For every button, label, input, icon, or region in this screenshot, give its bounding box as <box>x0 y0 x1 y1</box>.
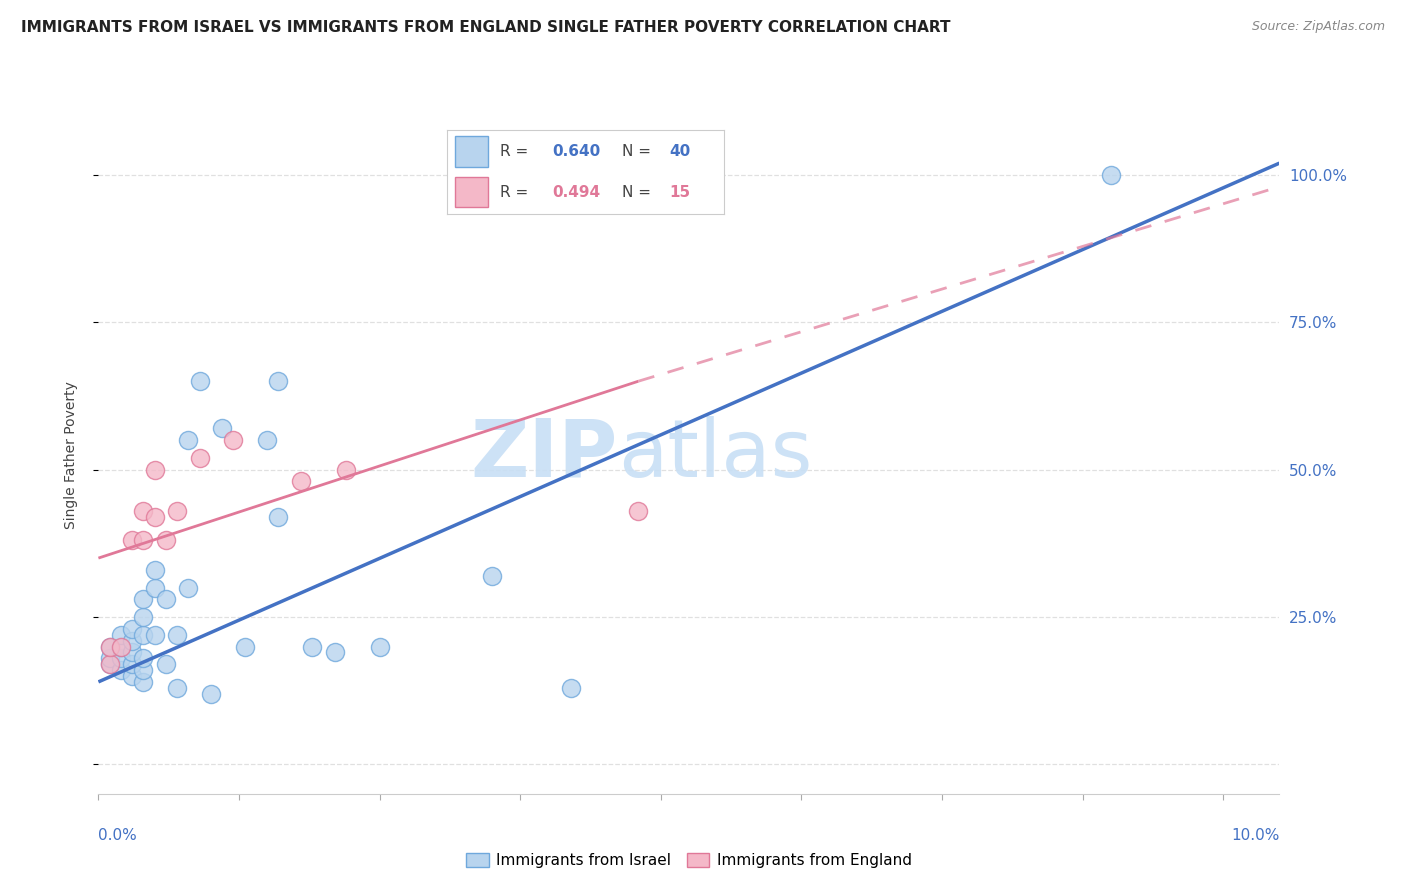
Point <box>110 640 132 654</box>
Legend: Immigrants from Israel, Immigrants from England: Immigrants from Israel, Immigrants from … <box>460 847 918 874</box>
Point <box>177 581 200 595</box>
Text: atlas: atlas <box>619 416 813 494</box>
Point <box>132 651 155 665</box>
Point <box>166 681 188 695</box>
Point <box>132 533 155 548</box>
Text: ZIP: ZIP <box>471 416 619 494</box>
Point <box>132 592 155 607</box>
Point <box>627 504 650 518</box>
Point <box>121 645 143 659</box>
Text: 0.0%: 0.0% <box>98 828 138 843</box>
Text: 10.0%: 10.0% <box>1232 828 1279 843</box>
Point <box>560 681 582 695</box>
Point <box>121 633 143 648</box>
Point <box>481 568 503 582</box>
Point <box>301 640 323 654</box>
Text: IMMIGRANTS FROM ISRAEL VS IMMIGRANTS FROM ENGLAND SINGLE FATHER POVERTY CORRELAT: IMMIGRANTS FROM ISRAEL VS IMMIGRANTS FRO… <box>21 20 950 35</box>
Point <box>323 645 346 659</box>
Point <box>121 669 143 683</box>
Point <box>98 651 121 665</box>
Point <box>143 628 166 642</box>
Point <box>177 433 200 447</box>
Text: Source: ZipAtlas.com: Source: ZipAtlas.com <box>1251 20 1385 33</box>
Point <box>143 563 166 577</box>
Point <box>110 663 132 677</box>
Point <box>132 610 155 624</box>
Point <box>132 628 155 642</box>
Point <box>166 504 188 518</box>
Point <box>110 651 132 665</box>
Point <box>110 628 132 642</box>
Point <box>188 374 211 388</box>
Point <box>200 687 222 701</box>
Point <box>211 421 233 435</box>
Point <box>143 463 166 477</box>
Point <box>335 463 357 477</box>
Point <box>188 450 211 465</box>
Point <box>132 504 155 518</box>
Point <box>143 581 166 595</box>
Point <box>155 657 177 672</box>
Point <box>98 640 121 654</box>
Point <box>98 640 121 654</box>
Point <box>132 674 155 689</box>
Point <box>368 640 391 654</box>
Point <box>121 657 143 672</box>
Y-axis label: Single Father Poverty: Single Father Poverty <box>63 381 77 529</box>
Point <box>98 657 121 672</box>
Point <box>132 663 155 677</box>
Point <box>110 640 132 654</box>
Point <box>1099 168 1122 182</box>
Point <box>222 433 245 447</box>
Point <box>121 622 143 636</box>
Point <box>290 475 312 489</box>
Point <box>143 509 166 524</box>
Point <box>155 592 177 607</box>
Point <box>233 640 256 654</box>
Point <box>155 533 177 548</box>
Point <box>166 628 188 642</box>
Point <box>267 509 290 524</box>
Point <box>256 433 278 447</box>
Point <box>98 657 121 672</box>
Point <box>267 374 290 388</box>
Point <box>121 533 143 548</box>
